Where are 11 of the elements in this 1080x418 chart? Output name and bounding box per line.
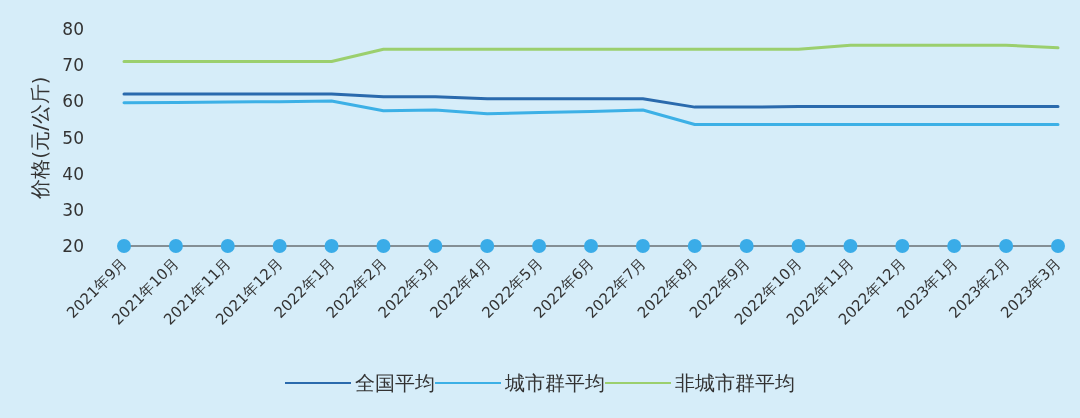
legend-label: 全国平均 bbox=[355, 371, 435, 395]
y-tick-label: 60 bbox=[62, 91, 84, 112]
y-tick-label: 70 bbox=[62, 55, 84, 76]
y-tick-label: 20 bbox=[62, 236, 84, 256]
y-tick-label: 30 bbox=[62, 199, 84, 220]
y-axis-title: 价格(元/公斤) bbox=[28, 76, 52, 200]
legend-label: 非城市群平均 bbox=[675, 371, 795, 395]
legend-label: 城市群平均 bbox=[504, 371, 605, 395]
y-tick-label: 40 bbox=[62, 163, 84, 184]
y-tick-label: 50 bbox=[62, 127, 84, 148]
y-tick-label: 80 bbox=[62, 19, 84, 39]
